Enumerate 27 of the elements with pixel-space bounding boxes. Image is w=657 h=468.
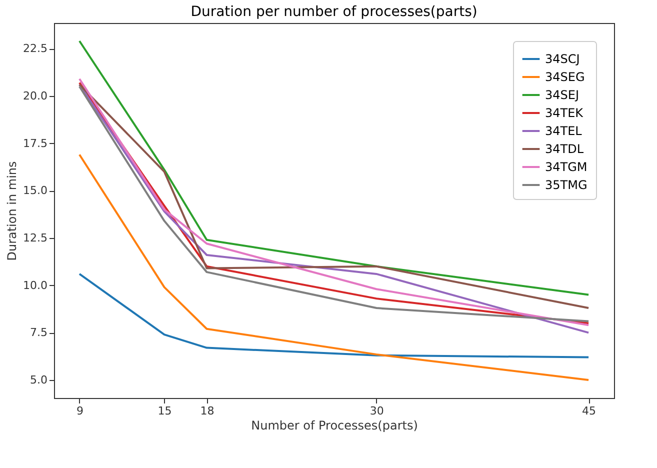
chart-title: Duration per number of processes(parts): [190, 4, 478, 20]
line-series: [78, 154, 590, 382]
x-tick-label: 15: [158, 404, 172, 418]
y-tick-label: 20.0: [23, 89, 48, 102]
legend-label: 34TEL: [545, 124, 582, 138]
legend-label: 34TEK: [545, 106, 584, 120]
y-tick-label: 7.5: [30, 326, 48, 340]
y-tick-label: 22.5: [23, 42, 48, 56]
y-tick-label: 17.5: [23, 136, 48, 150]
line-series: [78, 272, 590, 358]
y-axis-title: Duration in mins: [5, 161, 20, 261]
line-series: [78, 40, 590, 296]
x-axis-title: Number of Processes(parts): [251, 418, 418, 432]
legend-label: 34TDL: [545, 142, 584, 156]
legend-label: 34SCJ: [545, 52, 580, 66]
legend-label: 34SEJ: [545, 88, 580, 102]
y-tick-label: 12.5: [23, 231, 48, 244]
y-tick-label: 10.0: [23, 278, 48, 292]
x-tick-label: 45: [582, 404, 596, 418]
x-tick-label: 30: [370, 404, 384, 418]
y-tick-label: 15.0: [23, 184, 48, 198]
legend-label: 34TGM: [545, 160, 588, 174]
legend-label: 34SEG: [545, 70, 585, 84]
x-tick-label: 18: [200, 404, 214, 418]
x-tick-label: 9: [76, 404, 84, 418]
legend-label: 35TMG: [545, 178, 588, 192]
y-tick-label: 5.0: [30, 374, 48, 387]
